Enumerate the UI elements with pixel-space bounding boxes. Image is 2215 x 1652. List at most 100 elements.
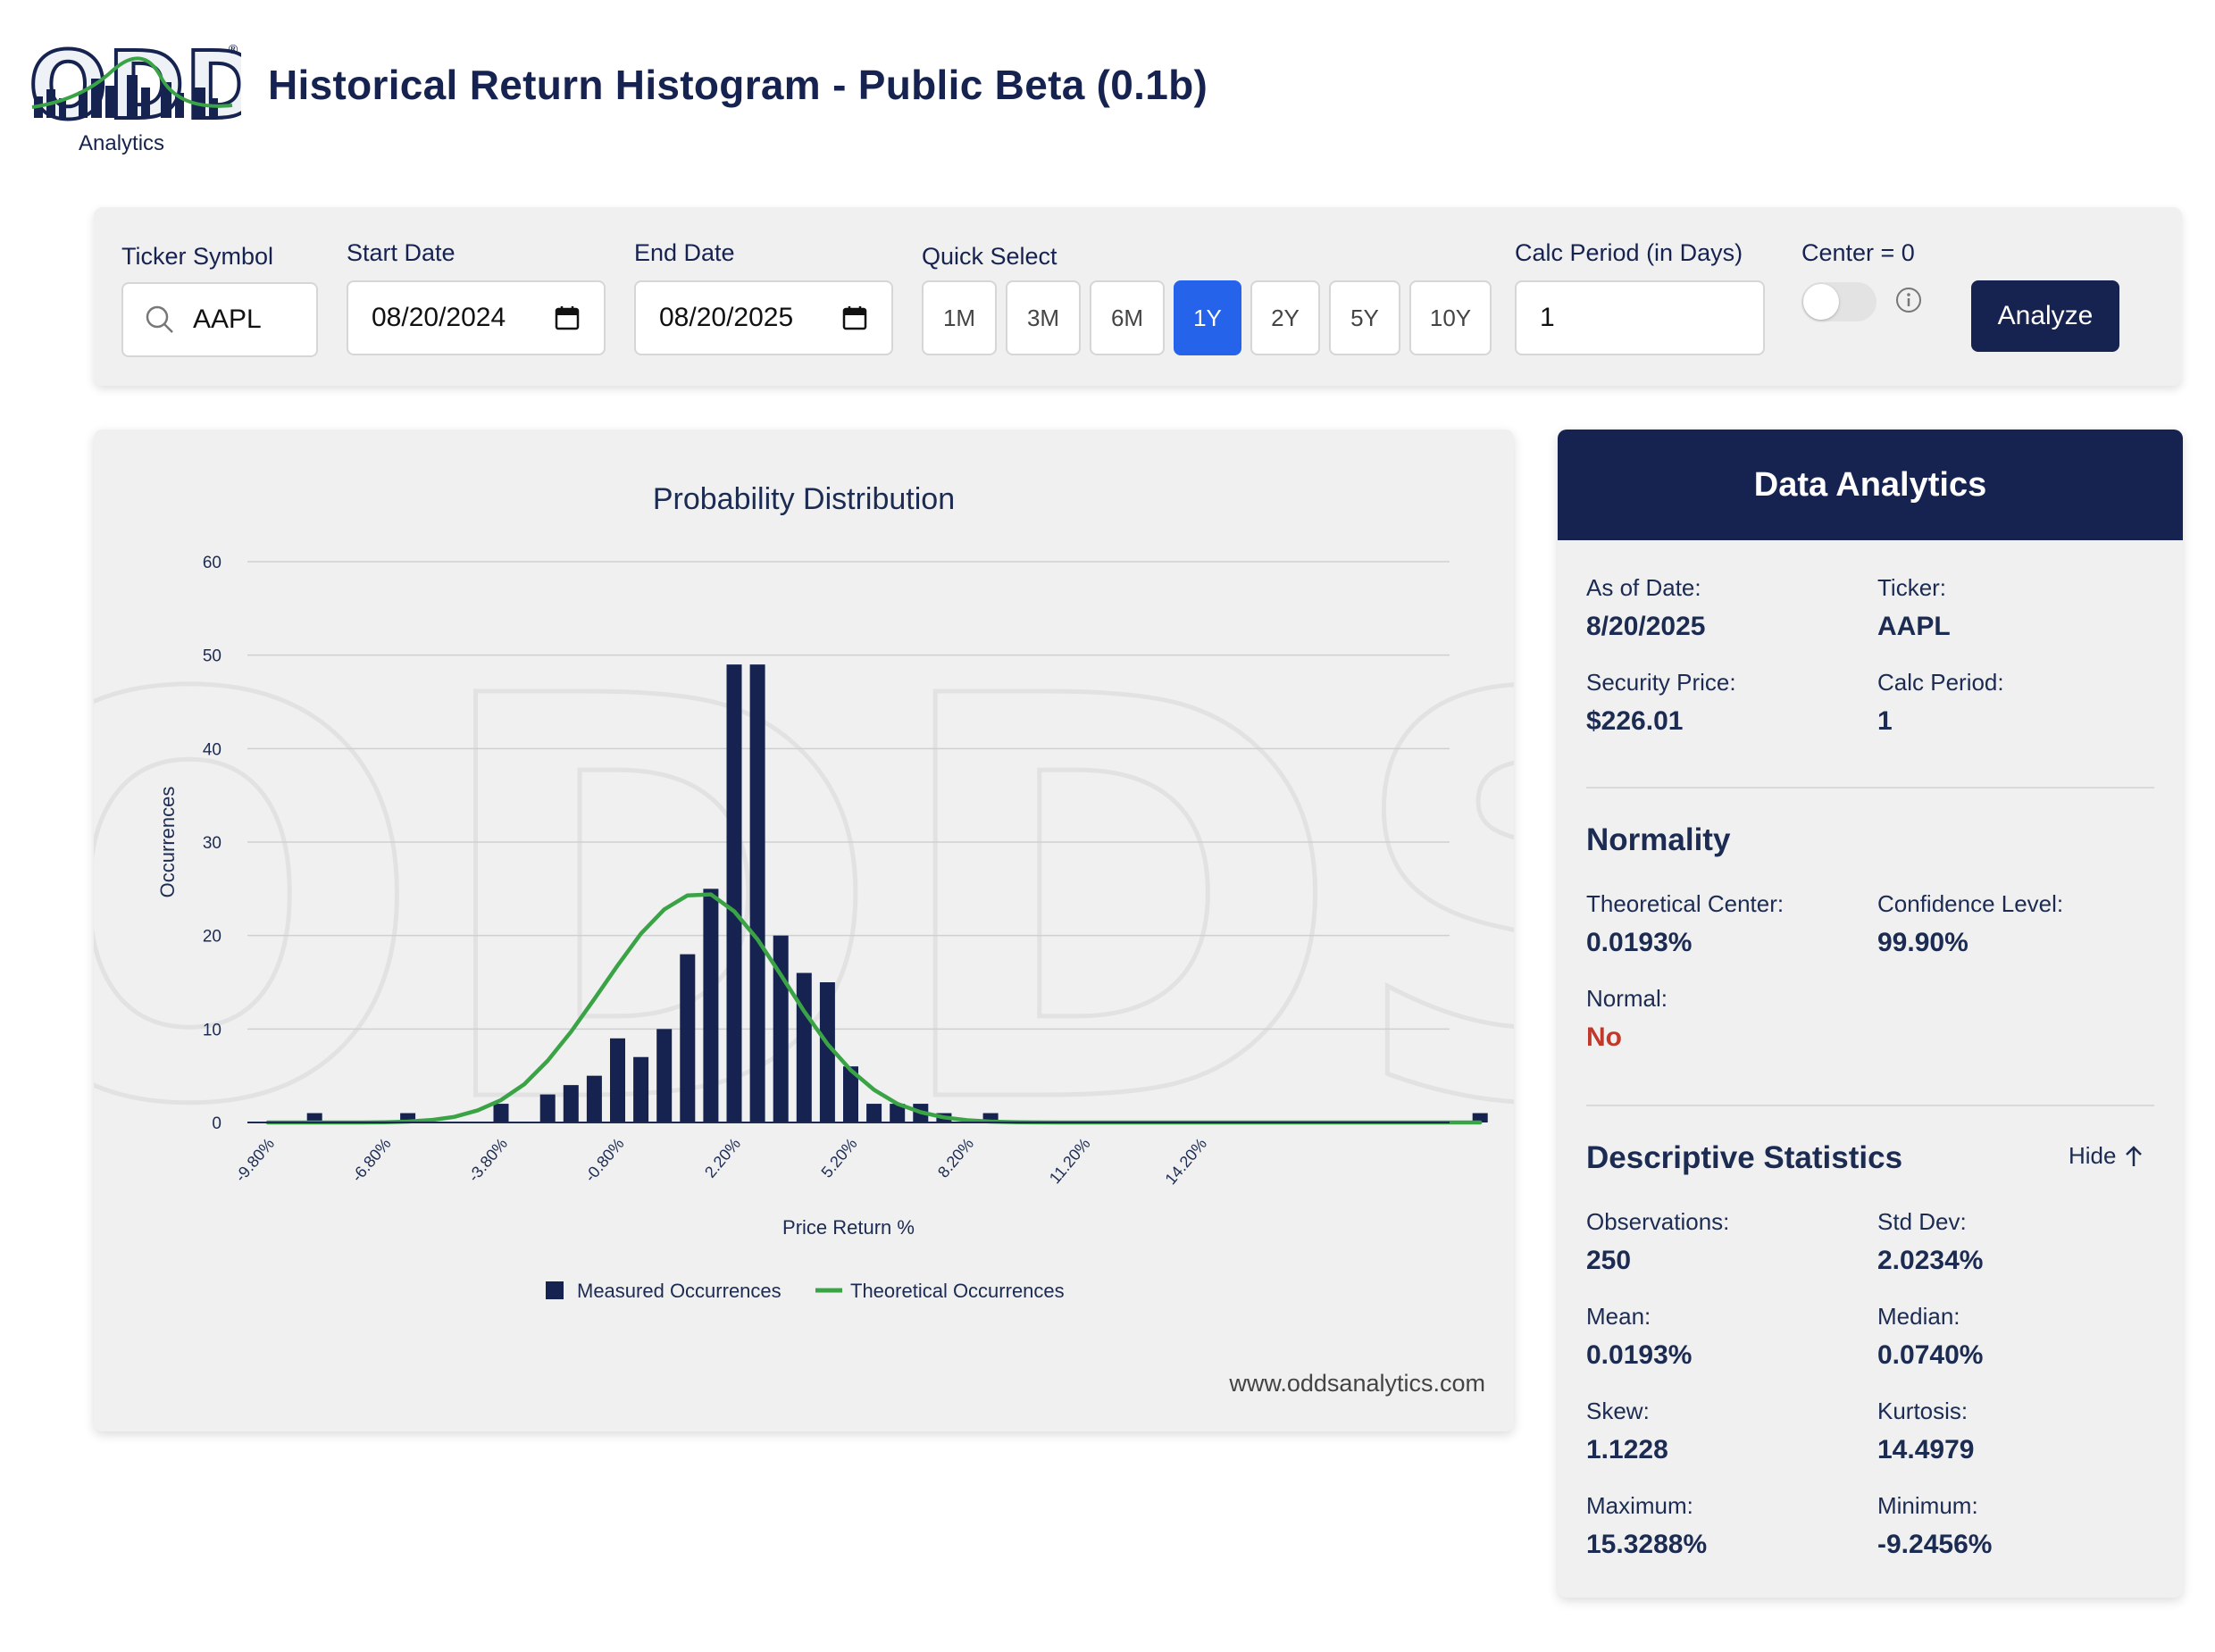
- divider: [1586, 1105, 2154, 1106]
- histogram-bar: [819, 982, 835, 1122]
- quick-select-1y[interactable]: 1Y: [1174, 280, 1241, 355]
- start-date-input[interactable]: 08/20/2024: [347, 280, 606, 355]
- end-date-label: End Date: [634, 239, 735, 266]
- end-date-input[interactable]: 08/20/2025: [634, 280, 893, 355]
- svg-text:®: ®: [227, 43, 239, 57]
- hide-statistics-button[interactable]: Hide: [2069, 1142, 2144, 1170]
- chart-card: ODDS 0102030405060-9.80%-6.80%-3.80%-0.8…: [94, 430, 1514, 1431]
- data-analytics-panel: Data Analytics As of Date: 8/20/2025 Tic…: [1558, 430, 2183, 1598]
- histogram-bar: [982, 1113, 999, 1122]
- histogram-bar: [843, 1066, 858, 1122]
- divider: [1586, 787, 2154, 788]
- y-tick-label: 0: [212, 1114, 222, 1133]
- median-label: Median:: [1877, 1303, 1960, 1330]
- legend-label-theoretical: Theoretical Occurrences: [850, 1280, 1065, 1302]
- quick-select-2y[interactable]: 2Y: [1250, 280, 1320, 355]
- histogram-bar: [866, 1104, 882, 1122]
- kurtosis-label: Kurtosis:: [1877, 1398, 1968, 1424]
- normal-value: No: [1586, 1022, 1622, 1052]
- calc-period-label: Calc Period (in Days): [1515, 239, 1743, 266]
- histogram-bar: [703, 889, 719, 1122]
- histogram-bar: [796, 972, 812, 1122]
- skew-value: 1.1228: [1586, 1435, 1668, 1464]
- odds-logo: ODDS ®: [27, 36, 241, 142]
- minimum-label: Minimum:: [1877, 1492, 1978, 1519]
- histogram-bar: [493, 1104, 509, 1122]
- histogram-bar: [726, 664, 742, 1122]
- theoretical-center-value: 0.0193%: [1586, 928, 1693, 957]
- histogram-bar: [680, 954, 696, 1122]
- observations-label: Observations:: [1586, 1208, 1730, 1235]
- histogram-chart: ODDS 0102030405060-9.80%-6.80%-3.80%-0.8…: [94, 482, 1514, 1302]
- histogram-bar: [633, 1056, 649, 1122]
- maximum-value: 15.3288%: [1586, 1530, 1708, 1559]
- ticker-value: AAPL: [193, 305, 262, 334]
- quick-select-3m[interactable]: 3M: [1006, 280, 1081, 355]
- arrow-up-icon: [2126, 1145, 2143, 1166]
- histogram-bar: [563, 1085, 579, 1122]
- ticker-value: AAPL: [1877, 612, 1951, 641]
- controls-panel: Ticker Symbol AAPL Start Date 08/20/2024…: [94, 207, 2182, 386]
- histogram-bar: [890, 1104, 906, 1122]
- theoretical-center-label: Theoretical Center:: [1586, 890, 1785, 917]
- calc-period-input[interactable]: 1: [1515, 280, 1765, 355]
- calendar-icon[interactable]: [841, 305, 868, 331]
- y-tick-label: 60: [203, 554, 222, 572]
- y-tick-label: 20: [203, 928, 222, 947]
- y-tick-label: 40: [203, 740, 222, 759]
- std-dev-label: Std Dev:: [1877, 1208, 1967, 1235]
- mean-value: 0.0193%: [1586, 1340, 1693, 1370]
- center-zero-toggle[interactable]: [1801, 282, 1876, 321]
- calendar-icon[interactable]: [554, 305, 581, 331]
- start-date-label: Start Date: [347, 239, 456, 266]
- logo-subtitle: Analytics: [79, 131, 165, 155]
- y-tick-label: 10: [203, 1021, 222, 1039]
- as-of-date-value: 8/20/2025: [1586, 612, 1706, 641]
- search-icon: [146, 305, 173, 333]
- quick-select-6m[interactable]: 6M: [1090, 280, 1165, 355]
- info-icon[interactable]: [1894, 286, 1923, 314]
- legend-swatch-measured: [546, 1281, 564, 1299]
- start-date-value: 08/20/2024: [372, 303, 506, 332]
- median-value: 0.0740%: [1877, 1340, 1984, 1370]
- ticker-label: Ticker Symbol: [121, 243, 274, 270]
- y-tick-label: 50: [203, 647, 222, 666]
- histogram-bar: [656, 1029, 673, 1122]
- confidence-level-value: 99.90%: [1877, 928, 1968, 957]
- watermark-logo: ODDS: [94, 582, 1514, 1226]
- quick-select-10y[interactable]: 10Y: [1409, 280, 1492, 355]
- analytics-title: Data Analytics: [1558, 430, 2183, 540]
- as-of-date-label: As of Date:: [1586, 574, 1701, 601]
- y-axis-title: Occurrences: [156, 787, 179, 898]
- hide-label: Hide: [2069, 1142, 2117, 1169]
- minimum-value: -9.2456%: [1877, 1530, 1993, 1559]
- confidence-level-label: Confidence Level:: [1877, 890, 2064, 917]
- calc-period-value: 1: [1540, 303, 1555, 332]
- skew-label: Skew:: [1586, 1398, 1650, 1424]
- normality-title: Normality: [1586, 822, 1731, 857]
- histogram-bar: [1472, 1113, 1488, 1122]
- histogram-bar: [610, 1038, 625, 1122]
- ticker-input[interactable]: AAPL: [121, 282, 318, 357]
- center-zero-label: Center = 0: [1801, 239, 1915, 266]
- toggle-knob: [1803, 284, 1839, 320]
- chart-legend: Measured Occurrences Theoretical Occurre…: [546, 1280, 1065, 1302]
- chart-title: Probability Distribution: [653, 482, 955, 516]
- quick-select-5y[interactable]: 5Y: [1329, 280, 1400, 355]
- analyze-button[interactable]: Analyze: [1971, 280, 2119, 352]
- histogram-bar: [749, 664, 765, 1122]
- ticker-label: Ticker:: [1877, 574, 1947, 601]
- quick-select-1m[interactable]: 1M: [922, 280, 997, 355]
- observations-value: 250: [1586, 1246, 1632, 1275]
- quick-select-label: Quick Select: [922, 243, 1057, 270]
- mean-label: Mean:: [1586, 1303, 1651, 1330]
- site-url[interactable]: www.oddsanalytics.com: [1229, 1370, 1485, 1397]
- descriptive-statistics-title: Descriptive Statistics: [1586, 1140, 1903, 1175]
- histogram-bar: [400, 1113, 416, 1122]
- normal-label: Normal:: [1586, 985, 1668, 1012]
- histogram-bar: [539, 1094, 556, 1122]
- calc-period-value: 1: [1877, 706, 1893, 736]
- x-axis-title: Price Return %: [782, 1216, 915, 1239]
- security-price-label: Security Price:: [1586, 669, 1736, 696]
- kurtosis-value: 14.4979: [1877, 1435, 1975, 1464]
